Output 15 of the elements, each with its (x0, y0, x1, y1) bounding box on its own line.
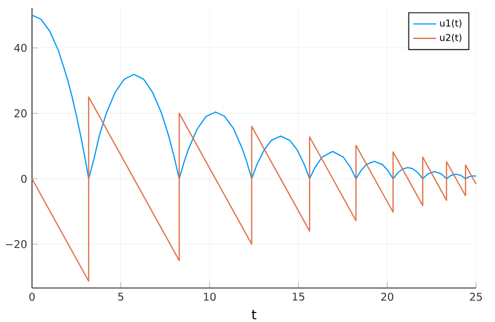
x-tick-label: 0 (29, 292, 35, 301)
x-axis-title: t (252, 310, 256, 320)
y-tick-label: −20 (6, 240, 27, 248)
y-tick-label: 40 (14, 44, 27, 52)
y-tick-label: 20 (14, 109, 27, 118)
x-tick-label: 25 (470, 292, 482, 301)
legend-label: u1(t) (440, 19, 462, 28)
x-tick-label: 5 (118, 292, 124, 301)
legend-label: u2(t) (440, 34, 462, 42)
y-tick-label: 0 (21, 174, 27, 183)
line-series (31, 96, 477, 282)
x-tick-label: 10 (204, 292, 216, 301)
line-series (31, 14, 477, 180)
x-tick-label: 15 (292, 292, 304, 301)
x-tick-label: 20 (381, 292, 394, 301)
